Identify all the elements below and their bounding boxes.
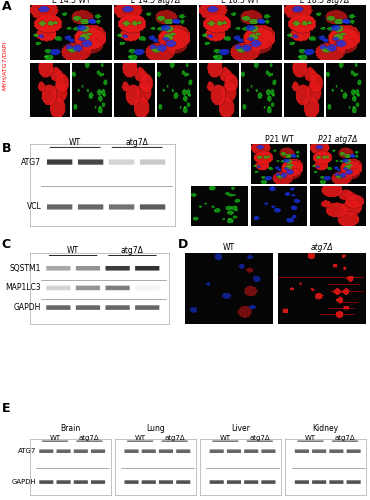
Text: atg7Δ: atg7Δ — [335, 434, 355, 440]
FancyBboxPatch shape — [76, 306, 100, 310]
FancyBboxPatch shape — [347, 480, 361, 484]
FancyBboxPatch shape — [105, 286, 130, 290]
FancyBboxPatch shape — [109, 204, 134, 210]
FancyBboxPatch shape — [140, 160, 165, 164]
FancyBboxPatch shape — [159, 480, 173, 484]
FancyBboxPatch shape — [210, 450, 224, 453]
FancyBboxPatch shape — [135, 286, 159, 290]
FancyBboxPatch shape — [78, 204, 103, 210]
Text: GAPDH: GAPDH — [13, 303, 41, 312]
FancyBboxPatch shape — [91, 450, 105, 453]
Text: WT: WT — [69, 138, 81, 146]
Text: A: A — [2, 0, 11, 13]
FancyBboxPatch shape — [142, 480, 156, 484]
FancyBboxPatch shape — [329, 480, 343, 484]
FancyBboxPatch shape — [142, 450, 156, 453]
Title: E 18.5 WT: E 18.5 WT — [221, 0, 259, 5]
Text: VCL: VCL — [27, 202, 41, 211]
FancyBboxPatch shape — [76, 266, 100, 270]
Text: ATG7: ATG7 — [21, 158, 41, 166]
Title: Lung: Lung — [146, 424, 165, 432]
Text: WT: WT — [49, 434, 61, 440]
Text: WT: WT — [135, 434, 146, 440]
Text: atg7Δ: atg7Δ — [249, 434, 270, 440]
Text: atg7Δ: atg7Δ — [121, 246, 144, 254]
Title: E 18.5 atg7Δ: E 18.5 atg7Δ — [300, 0, 350, 5]
FancyBboxPatch shape — [295, 480, 309, 484]
FancyBboxPatch shape — [57, 480, 71, 484]
Text: MAP1LC3: MAP1LC3 — [5, 284, 41, 292]
Text: WT: WT — [305, 434, 316, 440]
FancyBboxPatch shape — [227, 450, 241, 453]
Title: atg7Δ: atg7Δ — [311, 244, 333, 252]
FancyBboxPatch shape — [176, 480, 190, 484]
Title: Brain: Brain — [60, 424, 80, 432]
FancyBboxPatch shape — [47, 160, 73, 164]
FancyBboxPatch shape — [244, 450, 258, 453]
FancyBboxPatch shape — [39, 450, 53, 453]
Text: atg7Δ: atg7Δ — [164, 434, 185, 440]
FancyBboxPatch shape — [210, 480, 224, 484]
FancyBboxPatch shape — [135, 266, 159, 270]
FancyBboxPatch shape — [261, 450, 276, 453]
Text: D: D — [178, 238, 188, 250]
Title: Kidney: Kidney — [313, 424, 339, 432]
Title: P21 WT: P21 WT — [265, 135, 293, 144]
Text: WT: WT — [220, 434, 231, 440]
Text: E: E — [2, 402, 10, 415]
FancyBboxPatch shape — [105, 306, 130, 310]
FancyBboxPatch shape — [312, 450, 326, 453]
FancyBboxPatch shape — [91, 480, 105, 484]
Text: atg7Δ: atg7Δ — [126, 138, 148, 146]
FancyBboxPatch shape — [329, 450, 343, 453]
Text: WT: WT — [67, 246, 79, 254]
Text: SQSTM1: SQSTM1 — [9, 264, 41, 273]
Text: ATG7: ATG7 — [18, 448, 36, 454]
FancyBboxPatch shape — [39, 480, 53, 484]
FancyBboxPatch shape — [124, 450, 139, 453]
FancyBboxPatch shape — [312, 480, 326, 484]
FancyBboxPatch shape — [159, 450, 173, 453]
FancyBboxPatch shape — [78, 160, 103, 164]
Title: P21 atg7Δ: P21 atg7Δ — [319, 135, 358, 144]
Text: B: B — [2, 142, 11, 156]
FancyBboxPatch shape — [176, 450, 190, 453]
FancyBboxPatch shape — [76, 286, 100, 290]
FancyBboxPatch shape — [135, 306, 159, 310]
FancyBboxPatch shape — [295, 450, 309, 453]
FancyBboxPatch shape — [46, 306, 71, 310]
FancyBboxPatch shape — [140, 204, 165, 210]
Title: Liver: Liver — [231, 424, 250, 432]
FancyBboxPatch shape — [109, 160, 134, 164]
FancyBboxPatch shape — [57, 450, 71, 453]
Text: atg7Δ: atg7Δ — [79, 434, 100, 440]
FancyBboxPatch shape — [74, 480, 88, 484]
FancyBboxPatch shape — [244, 480, 258, 484]
Title: E 14.5 atg7Δ: E 14.5 atg7Δ — [131, 0, 180, 5]
FancyBboxPatch shape — [227, 480, 241, 484]
FancyBboxPatch shape — [74, 450, 88, 453]
FancyBboxPatch shape — [46, 286, 71, 290]
FancyBboxPatch shape — [261, 480, 276, 484]
FancyBboxPatch shape — [347, 450, 361, 453]
Text: MYH/ATG7/DAPI: MYH/ATG7/DAPI — [2, 40, 7, 90]
FancyBboxPatch shape — [105, 266, 130, 270]
Title: WT: WT — [223, 244, 235, 252]
FancyBboxPatch shape — [47, 204, 73, 210]
FancyBboxPatch shape — [124, 480, 139, 484]
FancyBboxPatch shape — [46, 266, 71, 270]
Text: GAPDH: GAPDH — [11, 479, 36, 485]
Title: E 14.5 WT: E 14.5 WT — [52, 0, 90, 5]
Text: C: C — [2, 238, 11, 250]
